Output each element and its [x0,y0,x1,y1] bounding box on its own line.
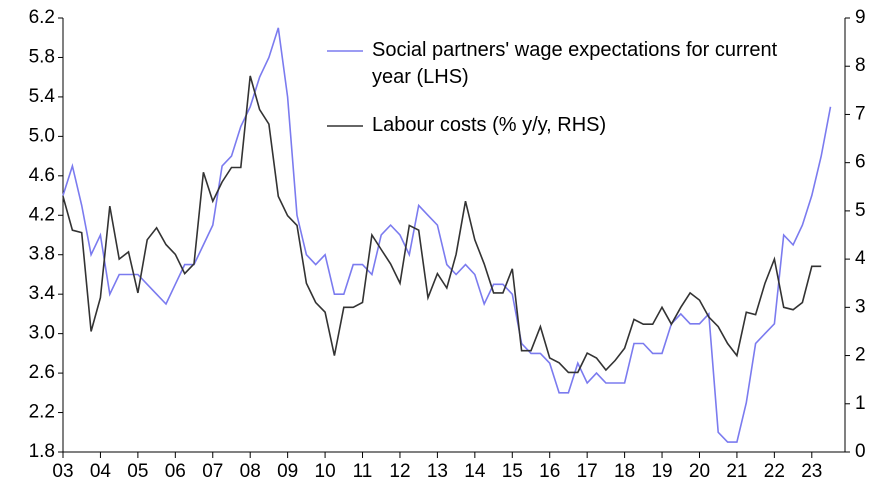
x-tick-label: 04 [90,461,112,482]
y-tick-label: 4.6 [29,165,55,186]
x-tick-label: 12 [389,461,410,482]
y-tick-label: 5.4 [29,86,56,107]
y-tick-label: 5.0 [29,125,55,146]
x-tick-label: 09 [277,461,298,482]
x-tick-label: 08 [240,461,261,482]
x-tick-label: 19 [651,461,672,482]
x-tick-label: 20 [689,461,710,482]
series-line [62,75,822,374]
x-tick-label: 07 [202,461,223,482]
y-tick-label: 4.2 [29,204,55,225]
x-tick-label: 06 [165,461,186,482]
y-tick-label: 2.2 [29,402,55,423]
x-tick-label: 11 [353,461,373,482]
x-tick-label: 21 [726,461,747,482]
y-tick-label: 3.0 [29,323,55,344]
series-line [62,27,832,443]
y2-tick-label: 9 [855,7,866,28]
y-tick-label: 1.8 [29,441,55,462]
y-tick-label: 6.2 [29,7,55,28]
y2-tick-label: 7 [855,103,866,124]
y2-tick-label: 0 [855,441,866,462]
legend-label: Labour costs (% y/y, RHS) [372,114,607,136]
y2-tick-label: 8 [855,55,866,76]
legend-label: Social partners' wage expectations for c… [372,39,778,88]
y-tick-label: 3.8 [29,244,55,265]
y2-tick-label: 4 [855,248,866,269]
x-tick-label: 03 [52,461,73,482]
y-tick-label: 5.8 [29,46,55,67]
y2-tick-label: 2 [855,345,866,366]
x-tick-label: 16 [539,461,560,482]
x-tick-label: 05 [127,461,148,482]
y2-tick-label: 1 [855,393,866,414]
x-tick-label: 10 [315,461,336,482]
x-tick-label: 22 [764,461,785,482]
y-tick-label: 2.6 [29,362,55,383]
x-tick-label: 14 [464,461,486,482]
x-tick-label: 13 [427,461,448,482]
y2-tick-label: 6 [855,152,866,173]
y-tick-label: 3.4 [29,283,56,304]
y2-tick-label: 3 [855,296,866,317]
x-tick-label: 17 [577,461,598,482]
x-tick-label: 18 [614,461,635,482]
x-tick-label: 23 [801,461,822,482]
x-tick-label: 15 [502,461,523,482]
y2-tick-label: 5 [855,200,866,221]
